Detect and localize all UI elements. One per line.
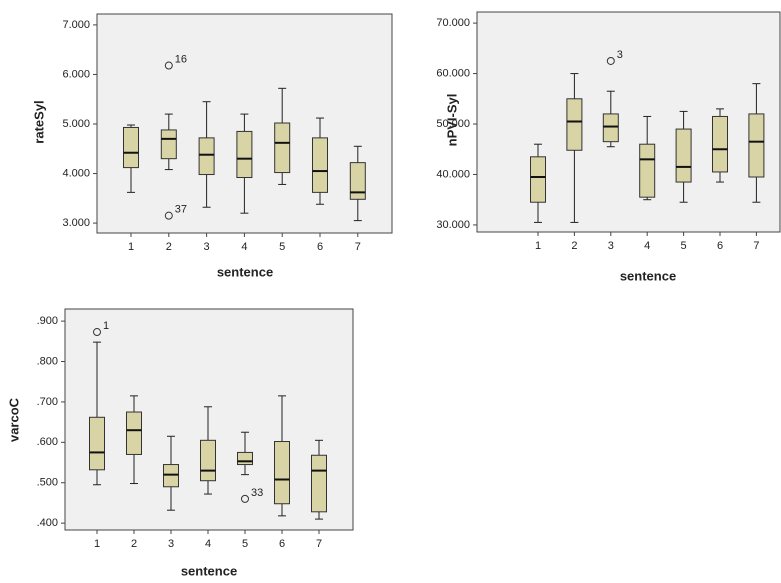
box — [313, 138, 328, 193]
box — [124, 127, 139, 167]
box — [161, 130, 176, 159]
box — [201, 440, 216, 480]
y-tick-label: 40.000 — [436, 168, 470, 180]
y-tick-label: 3.000 — [62, 217, 90, 229]
x-tick-label: 7 — [753, 240, 759, 252]
box — [567, 99, 582, 150]
x-axis-title: sentence — [620, 268, 676, 283]
box — [713, 116, 728, 172]
outlier-label: 1 — [103, 320, 109, 332]
x-tick-label: 5 — [242, 538, 248, 550]
plot-area — [477, 12, 780, 232]
box — [164, 465, 179, 487]
x-tick-label: 7 — [316, 538, 322, 550]
x-tick-label: 5 — [681, 240, 687, 252]
y-axis-title: varcoC — [6, 397, 21, 442]
y-tick-label: .900 — [37, 315, 58, 327]
box — [676, 129, 691, 182]
x-tick-label: 2 — [131, 538, 137, 550]
box — [199, 138, 214, 175]
x-tick-label: 3 — [204, 241, 210, 253]
x-tick-label: 4 — [241, 241, 247, 253]
box — [238, 452, 253, 464]
x-tick-label: 2 — [571, 240, 577, 252]
y-axis-title: rateSyl — [31, 100, 46, 143]
y-tick-label: 70.000 — [436, 17, 470, 29]
x-tick-label: 1 — [535, 240, 541, 252]
box — [127, 412, 142, 454]
box — [749, 114, 764, 177]
x-tick-label: 3 — [608, 240, 614, 252]
x-tick-label: 2 — [166, 241, 172, 253]
box — [640, 144, 655, 197]
x-tick-label: 1 — [128, 241, 134, 253]
y-tick-label: 4.000 — [62, 167, 90, 179]
y-tick-label: .500 — [37, 477, 58, 489]
outlier-label: 33 — [251, 487, 263, 499]
box — [312, 455, 327, 512]
x-tick-label: 6 — [279, 538, 285, 550]
y-tick-label: 30.000 — [436, 219, 470, 231]
y-tick-label: .600 — [37, 436, 58, 448]
x-tick-label: 4 — [205, 538, 211, 550]
box — [275, 442, 290, 504]
y-tick-label: .800 — [37, 355, 58, 367]
box — [603, 114, 618, 142]
y-tick-label: .400 — [37, 517, 58, 529]
x-tick-label: 6 — [717, 240, 723, 252]
plot-area — [65, 309, 353, 530]
y-tick-label: 5.000 — [62, 118, 90, 130]
x-tick-label: 5 — [279, 241, 285, 253]
x-tick-label: 6 — [317, 241, 323, 253]
y-axis-title: nPVI-Syl — [444, 94, 459, 147]
y-tick-label: 7.000 — [62, 19, 90, 31]
x-tick-label: 3 — [168, 538, 174, 550]
box — [275, 123, 290, 173]
x-axis-title: sentence — [181, 563, 237, 578]
chart-page: 3.0004.0005.0006.0007.00012345671637rate… — [0, 0, 781, 578]
box — [237, 131, 252, 177]
x-tick-label: 1 — [94, 538, 100, 550]
box — [531, 157, 546, 202]
y-tick-label: .700 — [37, 396, 58, 408]
outlier-label: 16 — [175, 53, 187, 65]
outlier-label: 3 — [617, 49, 623, 61]
x-axis-title: sentence — [217, 264, 273, 279]
y-tick-label: 60.000 — [436, 67, 470, 79]
y-tick-label: 6.000 — [62, 68, 90, 80]
box — [90, 417, 105, 470]
x-tick-label: 7 — [355, 241, 361, 253]
x-tick-label: 4 — [644, 240, 650, 252]
box — [350, 163, 365, 200]
outlier-label: 37 — [175, 204, 187, 216]
